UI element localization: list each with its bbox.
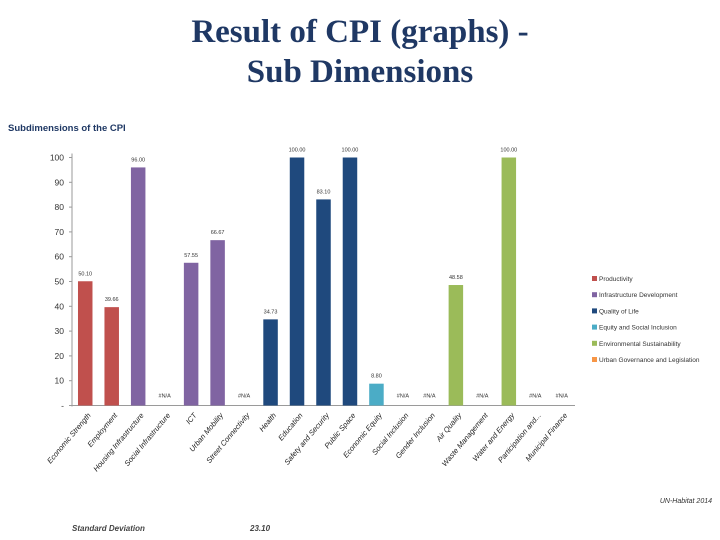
legend-label: Quality of Life xyxy=(599,308,639,315)
slide-title-line-2: Sub Dimensions xyxy=(246,54,474,90)
data-label-na: #N/A xyxy=(529,394,542,400)
legend-label: Equity and Social Inclusion xyxy=(599,325,677,332)
data-label-na: #N/A xyxy=(423,394,436,400)
bar xyxy=(501,157,517,406)
legend-swatch xyxy=(592,357,597,362)
bar xyxy=(210,240,225,406)
slide-title: Result of CPI (graphs) - Sub Dimensions xyxy=(0,12,720,92)
x-tick-label: Waste Management xyxy=(440,410,491,468)
y-tick-label: 20 xyxy=(55,351,65,361)
legend-swatch xyxy=(592,276,597,281)
data-label: 50.10 xyxy=(78,271,92,277)
source-credit: UN-Habitat 2014 xyxy=(659,498,712,505)
data-label: 48.58 xyxy=(449,275,463,281)
chart-title: Subdimensions of the CPI xyxy=(8,123,126,134)
data-label: 100.00 xyxy=(342,148,359,154)
legend-swatch xyxy=(592,340,597,346)
cpi-subdimension-chart: Subdimensions of the CPI - 10 20 30 40 50 60 70 8… xyxy=(8,123,700,473)
data-label: 83.10 xyxy=(317,189,331,195)
legend-swatch xyxy=(592,308,597,314)
data-label-na: #N/A xyxy=(556,394,569,400)
legend-label: Environmental Sustainability xyxy=(599,341,681,348)
data-label-na: #N/A xyxy=(238,394,251,400)
bar xyxy=(289,157,305,406)
bar xyxy=(77,281,93,406)
x-tick-label: ICT xyxy=(184,410,200,426)
bar xyxy=(448,285,464,406)
y-tick-label: 60 xyxy=(55,252,65,262)
x-tick-label: Safety and Security xyxy=(282,410,332,467)
x-tick-label: Social Infrastructure xyxy=(122,411,172,468)
data-label-na: #N/A xyxy=(397,394,410,400)
legend-label: Urban Governance and Legislation xyxy=(599,357,700,364)
y-tick-label: 40 xyxy=(55,301,65,311)
x-tick-label: Education xyxy=(276,411,304,442)
bar xyxy=(263,319,278,406)
data-label: 57.55 xyxy=(184,253,198,259)
legend-label: Infrastructure Development xyxy=(599,292,678,299)
data-label: 8.80 xyxy=(371,374,382,380)
y-tick-label: 70 xyxy=(55,227,65,237)
y-tick-label: 10 xyxy=(55,376,65,386)
bar xyxy=(342,157,358,406)
y-tick-label: 100 xyxy=(50,153,64,163)
slide-title-line-1: Result of CPI (graphs) - xyxy=(191,14,529,50)
data-label: 66.67 xyxy=(211,230,225,236)
y-tick-label: 50 xyxy=(55,277,65,287)
y-tick-label: 30 xyxy=(55,326,65,336)
x-tick-label: Housing Infrastructure xyxy=(91,411,145,473)
bar xyxy=(369,383,384,406)
x-tick-label: Economic Strength xyxy=(45,411,93,465)
x-tick-label: Health xyxy=(257,411,278,433)
y-tick-label: 80 xyxy=(55,202,65,212)
bar xyxy=(130,167,146,406)
bar xyxy=(183,262,199,406)
y-tick-label: 90 xyxy=(55,177,65,187)
y-tick-label: - xyxy=(61,401,64,411)
data-label-na: #N/A xyxy=(159,394,172,400)
bar xyxy=(316,199,331,406)
data-label: 100.00 xyxy=(289,148,306,154)
data-label: 39.66 xyxy=(105,297,119,303)
bar xyxy=(104,307,119,406)
data-label: 34.73 xyxy=(264,309,278,315)
std-deviation-label: Standard Deviation xyxy=(72,524,145,533)
std-deviation-value: 23.10 xyxy=(250,524,271,533)
data-label: 100.00 xyxy=(500,148,517,154)
legend-swatch xyxy=(592,324,597,330)
legend-label: Productivity xyxy=(599,276,633,283)
data-label: 96.00 xyxy=(131,157,145,163)
data-label-na: #N/A xyxy=(476,394,489,400)
legend-swatch xyxy=(592,292,597,298)
